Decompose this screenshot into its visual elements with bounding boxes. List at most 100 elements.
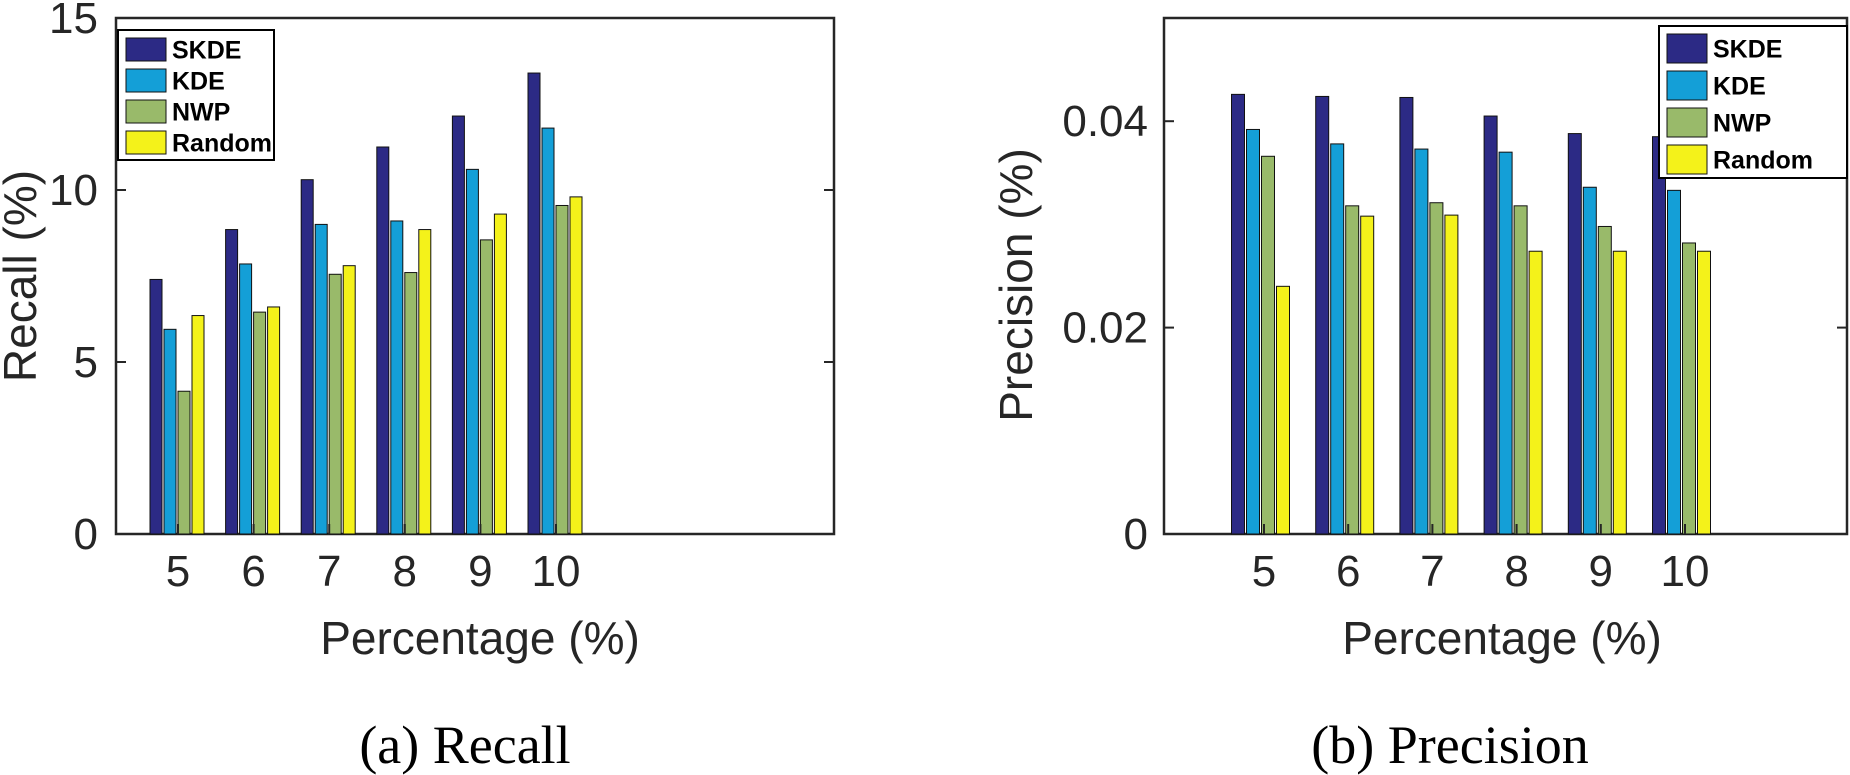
precision-bar-skde-7 <box>1399 96 1414 535</box>
precision-x-ticks: 5 6 7 8 9 10 <box>1252 524 1710 596</box>
recall-y-tick-label: 0 <box>74 510 98 559</box>
precision-bar-nwp-10 <box>1682 242 1696 535</box>
precision-bar-nwp-7 <box>1429 202 1444 535</box>
recall-bar-skde-8 <box>376 146 390 535</box>
precision-y-tick-label: 0.02 <box>1062 304 1148 353</box>
recall-bar-kde-7 <box>314 223 328 535</box>
precision-bar-kde-10 <box>1667 189 1681 535</box>
precision-bar-skde-8 <box>1483 115 1498 535</box>
precision-y-axis-label: Precision (%) <box>990 148 1042 422</box>
recall-bar-nwp-7 <box>328 273 342 535</box>
recall-x-tick-label: 5 <box>166 547 190 596</box>
recall-x-tick-label: 10 <box>532 547 581 596</box>
recall-bar-skde-5 <box>149 278 163 535</box>
precision-bar-random-10 <box>1697 250 1711 535</box>
recall-legend-label-nwp: NWP <box>172 99 230 127</box>
recall-y-axis-label: Recall (%) <box>0 170 46 382</box>
recall-bar-skde-6 <box>225 229 239 535</box>
precision-chart: 0 0.02 0.04 5 6 7 8 9 10 Precision (%) Percenta… <box>990 16 1849 775</box>
recall-x-tick-label: 8 <box>393 547 417 596</box>
recall-bar-nwp-10 <box>555 204 569 535</box>
recall-x-tick-label: 6 <box>241 547 265 596</box>
recall-bar-nwp-8 <box>404 272 418 535</box>
recall-bar-nwp-6 <box>253 311 267 535</box>
recall-bar-kde-10 <box>541 127 555 535</box>
precision-bar-random-9 <box>1612 250 1627 535</box>
precision-bar-skde-9 <box>1567 133 1582 535</box>
precision-bar-nwp-5 <box>1261 155 1275 535</box>
recall-legend-swatch-kde <box>125 68 167 93</box>
recall-bars <box>149 72 583 535</box>
recall-bar-random-5 <box>191 315 205 535</box>
precision-bar-nwp-6 <box>1345 205 1360 535</box>
recall-bar-random-10 <box>569 196 583 535</box>
recall-legend: SKDE KDE NWP Random <box>117 29 275 161</box>
recall-legend-label-skde: SKDE <box>172 37 241 65</box>
precision-bar-kde-5 <box>1246 128 1260 535</box>
recall-bar-skde-7 <box>300 179 314 535</box>
precision-bar-kde-7 <box>1414 148 1429 535</box>
recall-bar-nwp-5 <box>177 390 191 535</box>
recall-chart: 0 5 10 15 5 6 7 8 9 10 Recall (%) Percentage (%)… <box>0 0 836 775</box>
precision-legend-swatch-kde <box>1666 70 1708 101</box>
recall-bar-kde-9 <box>465 168 479 535</box>
precision-y-ticks: 0 0.02 0.04 <box>1062 97 1847 559</box>
precision-legend: SKDE KDE NWP Random <box>1658 25 1848 179</box>
precision-bar-skde-5 <box>1231 93 1245 535</box>
precision-legend-swatch-nwp <box>1666 107 1708 138</box>
precision-bar-nwp-9 <box>1597 225 1612 535</box>
precision-x-tick-label: 8 <box>1504 547 1528 596</box>
recall-legend-swatch-nwp <box>125 99 167 124</box>
recall-x-ticks: 5 6 7 8 9 10 <box>166 524 581 596</box>
precision-x-tick-label: 10 <box>1661 547 1710 596</box>
precision-bar-random-5 <box>1276 285 1290 535</box>
precision-caption: (b) Precision <box>1311 715 1588 775</box>
recall-bar-kde-8 <box>390 220 404 535</box>
recall-y-ticks: 0 5 10 15 <box>49 0 834 559</box>
precision-bar-random-6 <box>1360 215 1375 535</box>
recall-legend-label-random: Random <box>172 130 272 158</box>
recall-x-axis-label: Percentage (%) <box>320 612 640 664</box>
recall-y-tick-label: 5 <box>74 338 98 387</box>
recall-bar-random-8 <box>418 229 432 535</box>
precision-bar-nwp-8 <box>1513 205 1528 535</box>
precision-legend-swatch-random <box>1666 144 1708 175</box>
recall-y-tick-label: 10 <box>49 166 98 215</box>
precision-x-tick-label: 5 <box>1252 547 1276 596</box>
precision-bars <box>1231 93 1711 535</box>
precision-legend-label-nwp: NWP <box>1713 110 1771 138</box>
recall-bar-random-7 <box>342 265 356 535</box>
recall-legend-swatch-skde <box>125 37 167 62</box>
precision-bar-random-7 <box>1444 214 1459 535</box>
precision-legend-swatch-skde <box>1666 33 1708 64</box>
recall-bar-kde-5 <box>163 328 177 535</box>
recall-caption: (a) Recall <box>359 715 570 775</box>
precision-legend-label-random: Random <box>1713 147 1813 175</box>
recall-bar-random-6 <box>267 306 281 535</box>
recall-bar-kde-6 <box>239 263 253 535</box>
precision-y-tick-label: 0 <box>1124 510 1148 559</box>
precision-legend-label-kde: KDE <box>1713 73 1766 101</box>
precision-bar-kde-9 <box>1582 186 1597 535</box>
precision-x-tick-label: 9 <box>1589 547 1613 596</box>
recall-x-tick-label: 9 <box>468 547 492 596</box>
recall-bar-skde-9 <box>451 115 465 535</box>
precision-legend-label-skde: SKDE <box>1713 36 1782 64</box>
precision-bar-random-8 <box>1528 250 1543 535</box>
recall-y-tick-label: 15 <box>49 0 98 43</box>
precision-x-axis-label: Percentage (%) <box>1342 612 1662 664</box>
precision-y-tick-label: 0.04 <box>1062 97 1148 146</box>
precision-bar-skde-10 <box>1652 136 1666 535</box>
precision-x-tick-label: 7 <box>1420 547 1444 596</box>
precision-bar-skde-6 <box>1315 95 1330 535</box>
precision-x-tick-label: 6 <box>1336 547 1360 596</box>
precision-bar-kde-6 <box>1330 143 1345 535</box>
recall-bar-skde-10 <box>527 72 541 535</box>
recall-x-tick-label: 7 <box>317 547 341 596</box>
recall-bar-random-9 <box>493 213 507 535</box>
precision-bar-kde-8 <box>1498 151 1513 535</box>
recall-bar-nwp-9 <box>479 239 493 535</box>
recall-legend-label-kde: KDE <box>172 68 225 96</box>
recall-legend-swatch-random <box>125 130 167 155</box>
